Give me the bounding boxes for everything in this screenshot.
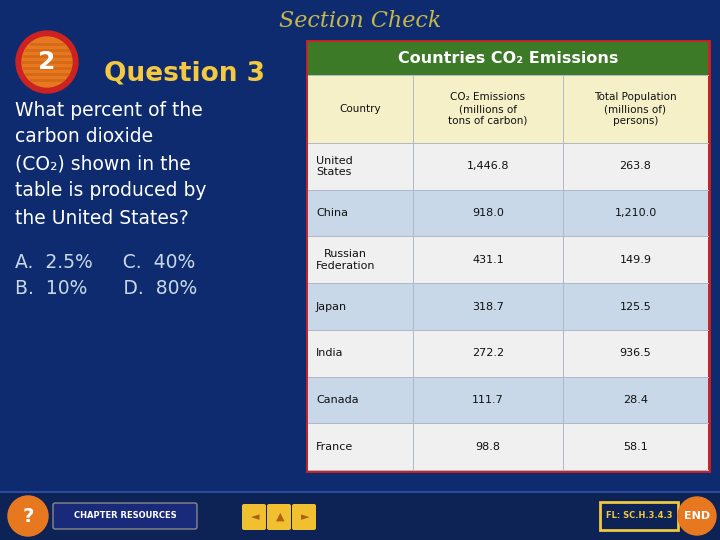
Text: 431.1: 431.1 [472, 255, 504, 265]
FancyBboxPatch shape [308, 190, 708, 237]
Text: 1,446.8: 1,446.8 [467, 161, 509, 171]
Text: France: France [316, 442, 354, 451]
FancyBboxPatch shape [242, 504, 266, 530]
Text: 263.8: 263.8 [620, 161, 652, 171]
Circle shape [16, 31, 78, 93]
Text: 98.8: 98.8 [475, 442, 500, 451]
FancyBboxPatch shape [600, 502, 678, 530]
Text: (CO₂) shown in the: (CO₂) shown in the [15, 154, 191, 173]
Text: 318.7: 318.7 [472, 301, 504, 312]
Text: table is produced by: table is produced by [15, 181, 207, 200]
FancyBboxPatch shape [308, 143, 708, 190]
Text: Country: Country [340, 104, 382, 114]
FancyBboxPatch shape [267, 504, 291, 530]
FancyBboxPatch shape [308, 376, 708, 423]
Circle shape [678, 497, 716, 535]
Text: What percent of the: What percent of the [15, 100, 203, 119]
Text: 28.4: 28.4 [623, 395, 648, 405]
Text: A.  2.5%     C.  40%: A. 2.5% C. 40% [15, 253, 195, 272]
Text: FL: SC.H.3.4.3: FL: SC.H.3.4.3 [606, 511, 672, 521]
Text: 2: 2 [38, 50, 55, 74]
Text: 58.1: 58.1 [623, 442, 648, 451]
FancyBboxPatch shape [292, 504, 316, 530]
Text: 918.0: 918.0 [472, 208, 504, 218]
Circle shape [22, 37, 72, 87]
Text: 1,210.0: 1,210.0 [614, 208, 657, 218]
Text: 125.5: 125.5 [620, 301, 652, 312]
Text: CO₂ Emissions
(millions of
tons of carbon): CO₂ Emissions (millions of tons of carbo… [449, 92, 528, 126]
FancyBboxPatch shape [308, 75, 708, 143]
Text: India: India [316, 348, 343, 358]
Text: Canada: Canada [316, 395, 359, 405]
Text: 111.7: 111.7 [472, 395, 504, 405]
Text: carbon dioxide: carbon dioxide [15, 127, 153, 146]
Text: B.  10%      D.  80%: B. 10% D. 80% [15, 279, 197, 298]
Text: the United States?: the United States? [15, 208, 189, 227]
FancyBboxPatch shape [53, 503, 197, 529]
Text: ▲: ▲ [276, 512, 284, 522]
Text: Total Population
(millions of)
persons): Total Population (millions of) persons) [594, 92, 677, 126]
Text: CHAPTER RESOURCES: CHAPTER RESOURCES [73, 511, 176, 521]
Text: United
States: United States [316, 156, 353, 177]
Text: ►: ► [301, 512, 310, 522]
Text: Countries CO₂ Emissions: Countries CO₂ Emissions [398, 51, 618, 66]
FancyBboxPatch shape [308, 423, 708, 470]
Text: END: END [684, 511, 710, 521]
Circle shape [8, 496, 48, 536]
Text: ?: ? [22, 507, 34, 525]
Text: Section Check: Section Check [279, 10, 441, 32]
Text: Question 3: Question 3 [104, 61, 266, 87]
FancyBboxPatch shape [308, 237, 708, 283]
Text: ◄: ◄ [251, 512, 259, 522]
FancyBboxPatch shape [0, 492, 720, 540]
FancyBboxPatch shape [308, 330, 708, 376]
Text: 272.2: 272.2 [472, 348, 504, 358]
Text: Japan: Japan [316, 301, 347, 312]
FancyBboxPatch shape [308, 283, 708, 330]
Text: 936.5: 936.5 [620, 348, 652, 358]
FancyBboxPatch shape [308, 42, 708, 75]
FancyBboxPatch shape [308, 42, 708, 470]
Text: 149.9: 149.9 [619, 255, 652, 265]
Text: Russian
Federation: Russian Federation [316, 249, 376, 271]
Text: China: China [316, 208, 348, 218]
